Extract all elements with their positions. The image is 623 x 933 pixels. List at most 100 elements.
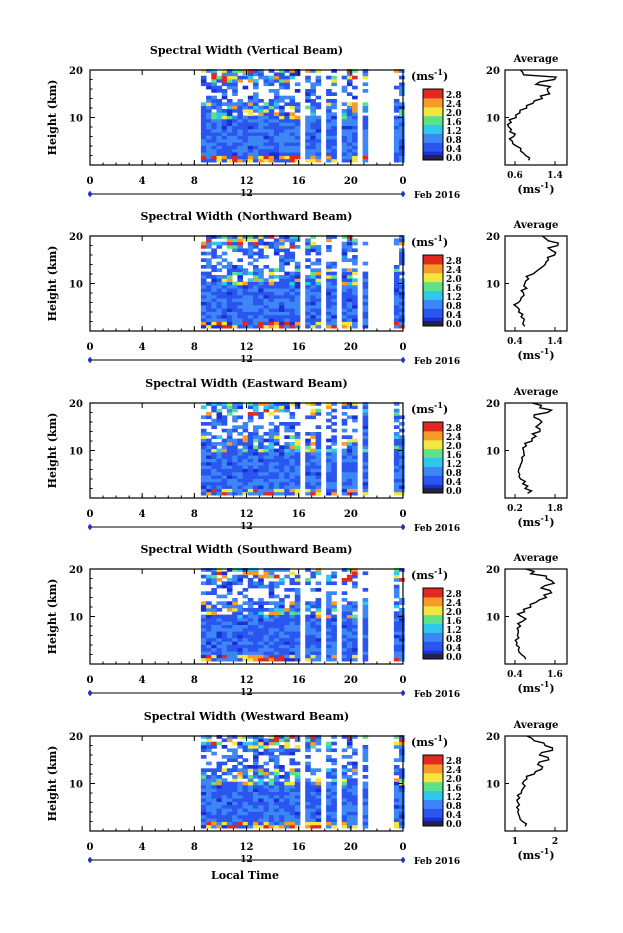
heatmap-cell (221, 72, 228, 77)
average-unit-base: (ms (517, 349, 540, 362)
heatmap-cell (263, 109, 270, 113)
heatmap-cell (279, 801, 285, 806)
heatmap-cell (200, 308, 207, 312)
colorbar-segment (423, 448, 443, 458)
heatmap-cell (226, 291, 233, 296)
heatmap-cell (242, 475, 249, 479)
heatmap-cell (393, 451, 400, 456)
heatmap-cell (216, 584, 223, 589)
heatmap-cell (211, 301, 217, 306)
heatmap-cell (216, 79, 223, 83)
average-unit: (ms-1) (517, 346, 554, 362)
heatmap-cell (362, 415, 369, 420)
heatmap-cell (326, 478, 332, 483)
colorbar-segment (423, 299, 443, 309)
heatmap-cell (352, 788, 358, 792)
heatmap-cell (362, 109, 369, 113)
heatmap-cell (362, 641, 369, 645)
heatmap-cell (399, 255, 405, 259)
heatmap-cell (393, 814, 400, 819)
heatmap-cell (232, 115, 238, 120)
heatmap-cell (305, 138, 311, 143)
heatmap-cell (393, 321, 400, 326)
average-x-tick-label: 1.4 (547, 337, 563, 347)
heatmap-cell (346, 641, 353, 645)
heatmap-cell (279, 788, 285, 792)
heatmap-cell (315, 621, 322, 625)
heatmap-cell (362, 402, 369, 406)
heatmap-cell (273, 624, 280, 629)
heatmap-cell (393, 808, 400, 812)
heatmap-cell (289, 152, 296, 156)
heatmap-cell (362, 72, 369, 77)
heatmap-cell (331, 654, 337, 659)
heatmap-cell (341, 765, 348, 769)
heatmap-cell (331, 82, 337, 87)
heatmap-cell (211, 311, 217, 316)
heatmap-cell (279, 281, 285, 286)
heatmap-cell (200, 741, 207, 746)
heatmap-cell (346, 821, 353, 826)
heatmap-cell (289, 641, 296, 645)
heatmap-cell (253, 654, 259, 659)
heatmap-cell (362, 621, 369, 625)
heatmap-cell (237, 281, 243, 286)
heatmap-cell (258, 402, 264, 406)
heatmap-cell (200, 145, 207, 150)
colorbar-unit-exp: -1 (434, 566, 443, 576)
heatmap-cell (399, 745, 405, 749)
heatmap-cell (273, 415, 280, 420)
heatmap-cell (247, 418, 254, 423)
heatmap-cell (310, 294, 316, 299)
heatmap-cell (346, 442, 353, 446)
colorbar-base (423, 155, 443, 160)
heatmap-cell (232, 291, 238, 296)
heatmap-cell (268, 751, 275, 756)
heatmap-cell (216, 601, 223, 605)
heatmap-cell (216, 478, 223, 483)
heatmap-cell (279, 284, 285, 289)
heatmap-cell (284, 128, 290, 133)
heatmap-cell (263, 308, 270, 312)
heatmap-cell (206, 258, 212, 262)
heatmap-cell (200, 298, 207, 302)
heatmap-cell (253, 574, 259, 579)
heatmap-cell (279, 751, 285, 756)
heatmap-cell (393, 85, 400, 90)
heatmap-cell (346, 275, 353, 279)
heatmap-cell (289, 614, 296, 619)
heatmap-cell (315, 308, 322, 312)
heatmap-cell (326, 284, 332, 289)
heatmap-cell (331, 804, 337, 809)
heatmap-cell (263, 624, 270, 629)
heatmap-cell (242, 438, 249, 443)
heatmap-cell (237, 794, 243, 799)
heatmap-cell (399, 318, 405, 322)
heatmap-cell (232, 751, 238, 756)
heatmap-cell (326, 311, 332, 316)
heatmap-cell (211, 69, 217, 73)
average-y-tick-label: 20 (486, 732, 500, 743)
heatmap-cell (258, 72, 264, 77)
heatmap-cell (352, 794, 358, 799)
average-unit-exp: -1 (540, 513, 549, 523)
heatmap-cell (253, 308, 259, 312)
heatmap-cell (273, 778, 280, 782)
colorbar-segment (423, 781, 443, 791)
heatmap-cell (232, 138, 238, 143)
heatmap-cell (200, 614, 207, 619)
heatmap-cell (268, 278, 275, 282)
heatmap-cell (226, 808, 233, 812)
heatmap-cell (362, 89, 369, 93)
heatmap-cell (216, 788, 223, 792)
heatmap-cell (310, 637, 316, 642)
heatmap-cell (393, 654, 400, 659)
heatmap-cell (263, 155, 270, 160)
heatmap-cell (310, 301, 316, 306)
heatmap-cell (206, 761, 212, 766)
heatmap-cell (331, 132, 337, 136)
heatmap-cell (226, 475, 233, 479)
heatmap-cell (263, 748, 270, 753)
heatmap-cell (221, 738, 228, 743)
heatmap-cell (216, 102, 223, 106)
